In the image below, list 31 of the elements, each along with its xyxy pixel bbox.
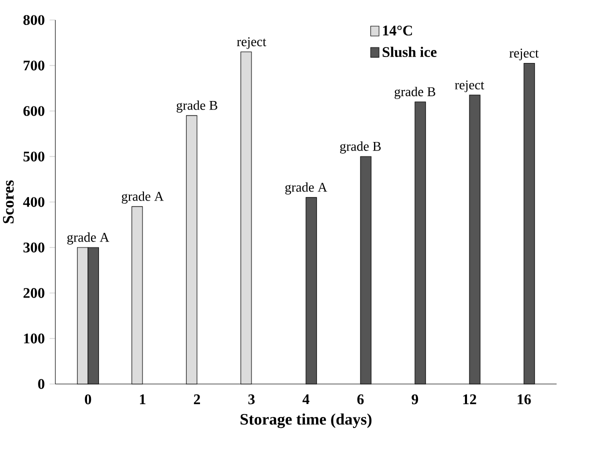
legend-label: Slush ice [382, 46, 437, 58]
x-tick-label: 16 [518, 394, 531, 404]
y-tick-label: 400 [23, 197, 44, 207]
y-tick-label: 600 [23, 106, 44, 116]
x-tick-label: 6 [357, 394, 364, 404]
y-tick-label: 500 [23, 152, 44, 162]
annotation: grade B [394, 86, 436, 99]
x-tick-label: 0 [84, 394, 92, 404]
annotation: reject [236, 37, 266, 49]
y-axis-title: Scores [2, 180, 14, 224]
annotation: grade A [122, 191, 164, 204]
legend-label: 14°C [383, 26, 412, 36]
annotation: grade B [176, 100, 218, 113]
x-tick-label: 1 [140, 394, 146, 404]
x-tick-label: 4 [302, 394, 310, 404]
x-axis-title: Storage time (days) [240, 413, 372, 428]
y-tick-label: 200 [24, 288, 44, 298]
annotation: grade A [285, 182, 328, 195]
y-tick-label: 700 [24, 60, 44, 70]
y-tick-label: 0 [38, 379, 44, 389]
x-tick-label: 3 [248, 394, 255, 404]
y-tick-label: 800 [23, 15, 44, 25]
annotation: reject [454, 80, 484, 92]
y-tick-label: 300 [23, 242, 44, 252]
annotation: grade B [340, 141, 381, 154]
y-tick-label: 100 [24, 334, 44, 344]
x-tick-label: 9 [412, 394, 418, 404]
x-tick-label: 2 [194, 394, 200, 404]
annotation: reject [509, 48, 539, 60]
x-tick-label: 12 [463, 394, 476, 404]
annotation: grade A [67, 232, 110, 245]
